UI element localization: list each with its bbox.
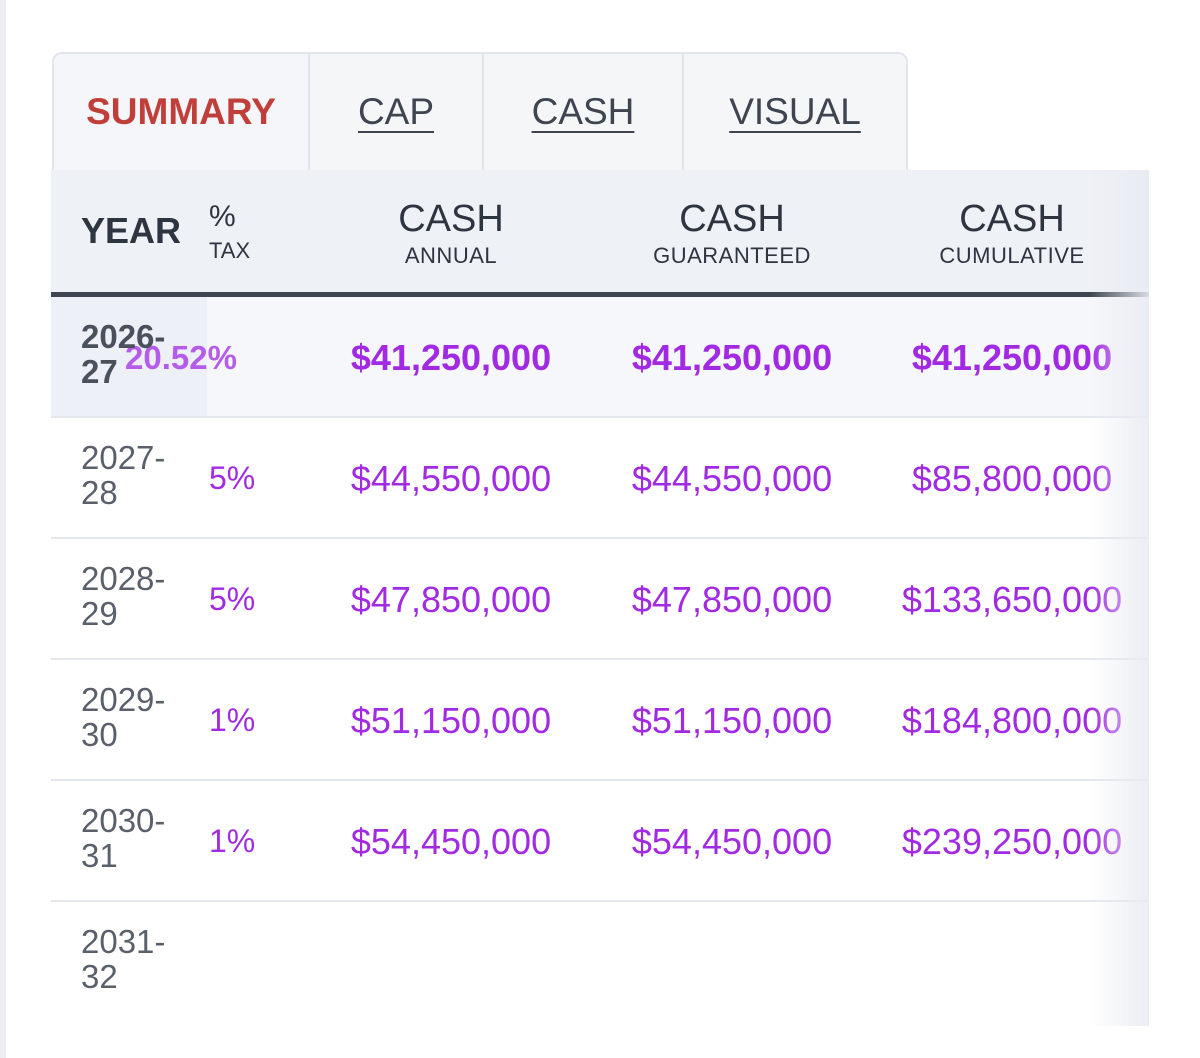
header-year: YEAR <box>81 210 182 251</box>
table-row[interactable]: 20.52% 2026-27 $41,250,000 $41,250,000 $… <box>51 297 1149 418</box>
cash-cumulative: $133,650,000 <box>901 579 1123 620</box>
year-cell <box>51 660 207 779</box>
table-row[interactable]: 1% 2029-30 $51,150,000 $51,150,000 $184,… <box>51 660 1149 781</box>
table-row[interactable]: 5% 2027-28 $44,550,000 $44,550,000 $85,8… <box>51 418 1149 539</box>
header-cash-guaranteed: CASH GUARANTEED <box>592 198 872 269</box>
year-cell <box>51 902 207 1021</box>
header-cash-cumulative-sub: CUMULATIVE <box>939 243 1085 268</box>
tax-pct: 20.52% <box>125 339 237 376</box>
year-cell <box>51 297 207 416</box>
cash-cumulative: $184,800,000 <box>901 700 1123 741</box>
cash-annual: $41,250,000 <box>350 337 552 378</box>
header-pct-tax: % TAX <box>209 200 250 264</box>
table-header: YEAR % TAX CASH ANNUAL CASH GUARANTEED C… <box>51 170 1149 297</box>
salary-table: YEAR % TAX CASH ANNUAL CASH GUARANTEED C… <box>51 170 1149 1026</box>
header-cash-annual-sub: ANNUAL <box>404 243 498 268</box>
year-label: 2030-31 <box>81 802 166 874</box>
table-row[interactable]: 5% 2028-29 $47,850,000 $47,850,000 $133,… <box>51 539 1149 660</box>
year-label: 2026-27 <box>81 318 166 390</box>
tab-cash[interactable]: CASH <box>482 54 682 170</box>
table-row[interactable]: 1% 2030-31 $54,450,000 $54,450,000 $239,… <box>51 781 1149 902</box>
year-label: 2031-32 <box>81 923 166 995</box>
cash-annual: $44,550,000 <box>350 458 552 499</box>
tax-pct: 5% <box>209 460 256 496</box>
tab-cap[interactable]: CAP <box>308 54 482 170</box>
year-label: 2027-28 <box>81 439 166 511</box>
header-cash-annual: CASH ANNUAL <box>311 198 591 269</box>
tab-visual[interactable]: VISUAL <box>682 54 906 170</box>
left-edge <box>0 0 6 1058</box>
cash-guaranteed: $51,150,000 <box>631 700 833 741</box>
cash-guaranteed: $54,450,000 <box>631 821 833 862</box>
header-cash-guaranteed-sub: GUARANTEED <box>653 243 811 268</box>
header-cash-cumulative: CASH CUMULATIVE <box>872 198 1152 269</box>
year-label: 2029-30 <box>81 681 166 753</box>
header-cash-annual-main: CASH <box>398 198 504 240</box>
cash-guaranteed: $41,250,000 <box>631 337 833 378</box>
header-tax-label: TAX <box>209 238 251 263</box>
year-cell <box>51 539 207 658</box>
header-cash-cumulative-main: CASH <box>959 198 1065 240</box>
year-cell <box>51 418 207 537</box>
tab-bar: SUMMARY CAP CASH VISUAL <box>52 52 908 170</box>
header-pct-label: % <box>209 200 236 233</box>
cash-annual: $54,450,000 <box>350 821 552 862</box>
cash-annual: $47,850,000 <box>350 579 552 620</box>
tax-pct: 1% <box>209 823 256 859</box>
cash-cumulative: $239,250,000 <box>901 821 1123 862</box>
header-cash-guaranteed-main: CASH <box>679 198 785 240</box>
year-cell <box>51 781 207 900</box>
cash-guaranteed: $47,850,000 <box>631 579 833 620</box>
cash-annual: $51,150,000 <box>350 700 552 741</box>
cash-cumulative: $41,250,000 <box>911 337 1113 378</box>
tax-pct: 1% <box>209 702 256 738</box>
tax-pct: 5% <box>209 581 256 617</box>
table-row[interactable]: 2031-32 <box>51 902 1149 1023</box>
cash-guaranteed: $44,550,000 <box>631 458 833 499</box>
cash-cumulative: $85,800,000 <box>911 458 1113 499</box>
tab-summary[interactable]: SUMMARY <box>54 54 308 170</box>
year-label: 2028-29 <box>81 560 166 632</box>
